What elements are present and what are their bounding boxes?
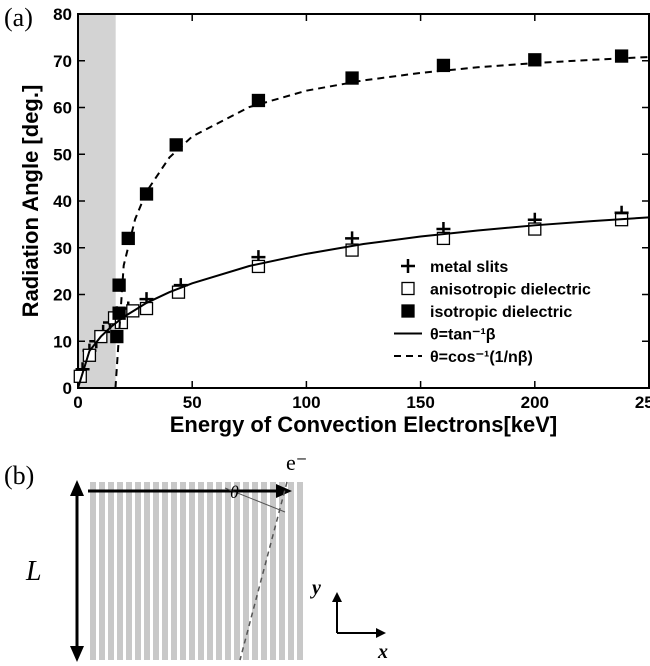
data-point (169, 138, 183, 152)
arrow-head (70, 480, 84, 496)
y-axis-label: Radiation Angle [deg.] (18, 85, 43, 318)
y-tick-label: 80 (53, 5, 72, 24)
legend-marker (401, 281, 415, 296)
x-tick-label: 100 (292, 393, 320, 412)
data-point (121, 231, 135, 246)
data-point (436, 58, 451, 73)
y-tick-label: 50 (53, 145, 72, 164)
data-point (345, 231, 360, 246)
x-tick-label: 50 (183, 393, 202, 412)
legend-label: θ=cos⁻¹(1/nβ) (430, 349, 533, 366)
arrow-head (332, 592, 342, 602)
y-tick-label: 10 (53, 332, 72, 351)
legend-marker (401, 304, 415, 318)
y-tick-label: 30 (53, 239, 72, 258)
data-point (112, 306, 126, 320)
panel-label: (a) (4, 3, 33, 32)
angle-label: θ (230, 482, 239, 502)
slit-array (87, 482, 305, 660)
radiation-direction (239, 481, 288, 661)
electron-label: e⁻ (286, 450, 307, 475)
y-tick-label: 20 (53, 286, 72, 305)
x-tick-label: 150 (406, 393, 434, 412)
arrow-head (376, 628, 386, 638)
length-label: L (25, 556, 42, 587)
legend-label: θ=tan⁻¹β (430, 327, 496, 344)
legend-label: anisotropic dielectric (430, 282, 591, 299)
y-axis-label: y (310, 577, 321, 599)
x-tick-label: 0 (73, 393, 82, 412)
legend-label: metal slits (430, 259, 508, 276)
theory-curve (77, 216, 650, 389)
legend-marker (401, 259, 415, 273)
x-tick-label: 250 (635, 393, 650, 412)
legend-label: isotropic dielectric (430, 304, 572, 321)
y-tick-label: 60 (53, 99, 72, 118)
wavefront (224, 487, 286, 513)
data-point (112, 278, 126, 292)
y-tick-label: 0 (63, 379, 72, 398)
data-point (110, 329, 124, 344)
y-tick-label: 40 (53, 192, 72, 211)
y-tick-label: 70 (53, 52, 72, 71)
plot-frame (77, 13, 650, 389)
panel-label: (b) (4, 461, 34, 490)
arrow-head (70, 646, 84, 662)
x-axis-label: Energy of Convection Electrons[keV] (170, 412, 558, 437)
x-tick-label: 200 (521, 393, 549, 412)
theory-curve (114, 56, 650, 389)
data-point (614, 49, 629, 63)
x-axis-label: x (377, 641, 388, 663)
